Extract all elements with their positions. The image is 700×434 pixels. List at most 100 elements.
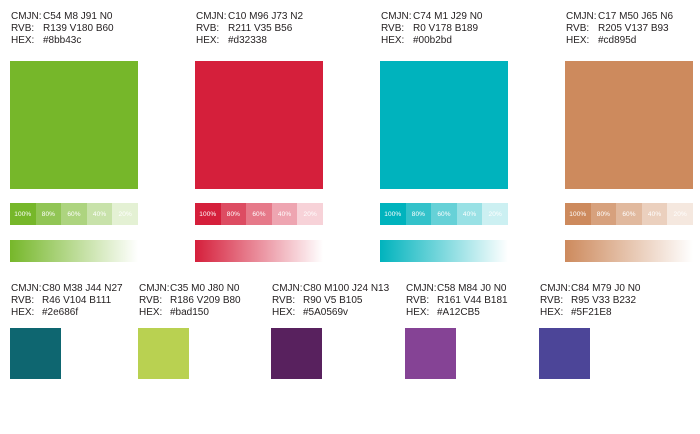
color-swatch xyxy=(271,328,322,379)
cmjn-label: CMJN: xyxy=(381,11,412,22)
tint-scale: 100% 80% 60% 40% 20% xyxy=(565,203,693,225)
rvb-value-row: RVB: R161 V44 B181 xyxy=(406,295,508,307)
hex-value: #A12CB5 xyxy=(437,307,480,318)
hex-label: HEX: xyxy=(196,35,220,46)
color-swatch xyxy=(405,328,456,379)
hex-value-row: HEX: #cd895d xyxy=(566,35,673,47)
cmjn-value: C58 M84 J0 N0 xyxy=(437,283,507,294)
hex-label: HEX: xyxy=(566,35,590,46)
gradient-bar xyxy=(565,240,693,262)
tint-40: 40% xyxy=(86,203,113,225)
cmjn-value-row: CMJN:C84 M79 J0 N0 xyxy=(540,283,640,295)
tint-20: 20% xyxy=(482,203,508,225)
rvb-value: R90 V5 B105 xyxy=(303,295,363,306)
rvb-value-row: RVB: R139 V180 B60 xyxy=(11,23,114,35)
tint-100: 100% xyxy=(10,203,36,225)
tint-60: 60% xyxy=(246,203,272,225)
cmjn-value-row: CMJN:C17 M50 J65 N6 xyxy=(566,11,673,23)
cmjn-value-row: CMJN:C58 M84 J0 N0 xyxy=(406,283,508,295)
rvb-label: RVB: xyxy=(11,23,35,34)
hex-label: HEX: xyxy=(272,307,296,318)
hex-value: #00b2bd xyxy=(413,35,452,46)
cmjn-label: CMJN: xyxy=(11,11,42,22)
hex-value: #5F21E8 xyxy=(571,307,612,318)
rvb-value: R161 V44 B181 xyxy=(437,295,508,306)
rvb-label: RVB: xyxy=(381,23,405,34)
rvb-label: RVB: xyxy=(406,295,430,306)
tint-80: 80% xyxy=(590,203,617,225)
tint-80: 80% xyxy=(35,203,62,225)
tint-scale: 100% 80% 60% 40% 20% xyxy=(10,203,138,225)
hex-label: HEX: xyxy=(406,307,430,318)
color-spec: CMJN:C54 M8 J91 N0 RVB: R139 V180 B60 HEX: #… xyxy=(11,11,114,47)
color-swatch xyxy=(565,61,693,189)
hex-value-row: HEX: #A12CB5 xyxy=(406,307,508,319)
tint-20: 20% xyxy=(297,203,323,225)
hex-label: HEX: xyxy=(11,35,35,46)
rvb-value: R0 V178 B189 xyxy=(413,23,479,34)
tint-60: 60% xyxy=(61,203,87,225)
color-swatch xyxy=(10,61,138,189)
color-swatch xyxy=(10,328,61,379)
tint-20: 20% xyxy=(667,203,693,225)
rvb-value-row: RVB: R205 V137 B93 xyxy=(566,23,673,35)
color-spec: CMJN:C74 M1 J29 N0 RVB: R0 V178 B189 HEX: #0… xyxy=(381,11,482,47)
rvb-value-row: RVB: R95 V33 B232 xyxy=(540,295,640,307)
rvb-label: RVB: xyxy=(272,295,296,306)
gradient-bar xyxy=(195,240,323,262)
hex-value-row: HEX: #d32338 xyxy=(196,35,303,47)
tint-scale: 100% 80% 60% 40% 20% xyxy=(195,203,323,225)
rvb-label: RVB: xyxy=(196,23,220,34)
tint-100: 100% xyxy=(195,203,221,225)
rvb-label: RVB: xyxy=(540,295,564,306)
cmjn-label: CMJN: xyxy=(139,283,170,294)
hex-label: HEX: xyxy=(139,307,163,318)
cmjn-label: CMJN: xyxy=(406,283,437,294)
tint-80: 80% xyxy=(405,203,432,225)
cmjn-value: C54 M8 J91 N0 xyxy=(43,11,113,22)
color-spec: CMJN:C80 M100 J24 N13 RVB: R90 V5 B105 HEX:… xyxy=(272,283,389,319)
rvb-value: R205 V137 B93 xyxy=(598,23,669,34)
gradient-bar xyxy=(10,240,138,262)
hex-value: #cd895d xyxy=(598,35,637,46)
color-spec: CMJN:C35 M0 J80 N0 RVB: R186 V209 B80 HEX: #… xyxy=(139,283,241,319)
rvb-value: R211 V35 B56 xyxy=(228,23,293,34)
tint-40: 40% xyxy=(641,203,668,225)
color-swatch xyxy=(138,328,189,379)
rvb-value: R46 V104 B111 xyxy=(42,295,112,306)
cmjn-value-row: CMJN:C35 M0 J80 N0 xyxy=(139,283,241,295)
hex-value: #d32338 xyxy=(228,35,267,46)
hex-label: HEX: xyxy=(540,307,564,318)
tint-100: 100% xyxy=(380,203,406,225)
cmjn-value: C35 M0 J80 N0 xyxy=(170,283,240,294)
hex-value: #2e686f xyxy=(42,307,79,318)
cmjn-label: CMJN: xyxy=(566,11,597,22)
cmjn-value-row: CMJN:C80 M100 J24 N13 xyxy=(272,283,389,295)
rvb-label: RVB: xyxy=(139,295,163,306)
rvb-value: R95 V33 B232 xyxy=(571,295,637,306)
tint-40: 40% xyxy=(456,203,483,225)
color-swatch xyxy=(380,61,508,189)
cmjn-value: C74 M1 J29 N0 xyxy=(413,11,483,22)
cmjn-value-row: CMJN:C80 M38 J44 N27 xyxy=(11,283,123,295)
tint-20: 20% xyxy=(112,203,138,225)
hex-value: #bad150 xyxy=(170,307,209,318)
hex-value: #8bb43c xyxy=(43,35,82,46)
cmjn-value: C10 M96 J73 N2 xyxy=(228,11,304,22)
tint-80: 80% xyxy=(220,203,247,225)
rvb-value-row: RVB: R186 V209 B80 xyxy=(139,295,241,307)
rvb-value-row: RVB: R0 V178 B189 xyxy=(381,23,482,35)
hex-value-row: HEX: #bad150 xyxy=(139,307,241,319)
hex-label: HEX: xyxy=(381,35,405,46)
color-spec: CMJN:C58 M84 J0 N0 RVB: R161 V44 B181 HEX: #… xyxy=(406,283,508,319)
hex-value-row: HEX: #2e686f xyxy=(11,307,123,319)
rvb-label: RVB: xyxy=(566,23,590,34)
hex-value: #5A0569v xyxy=(303,307,349,318)
cmjn-label: CMJN: xyxy=(272,283,303,294)
hex-label: HEX: xyxy=(11,307,35,318)
hex-value-row: HEX: #8bb43c xyxy=(11,35,114,47)
tint-60: 60% xyxy=(431,203,457,225)
cmjn-value: C17 M50 J65 N6 xyxy=(598,11,674,22)
hex-value-row: HEX: #5F21E8 xyxy=(540,307,640,319)
tint-40: 40% xyxy=(271,203,298,225)
